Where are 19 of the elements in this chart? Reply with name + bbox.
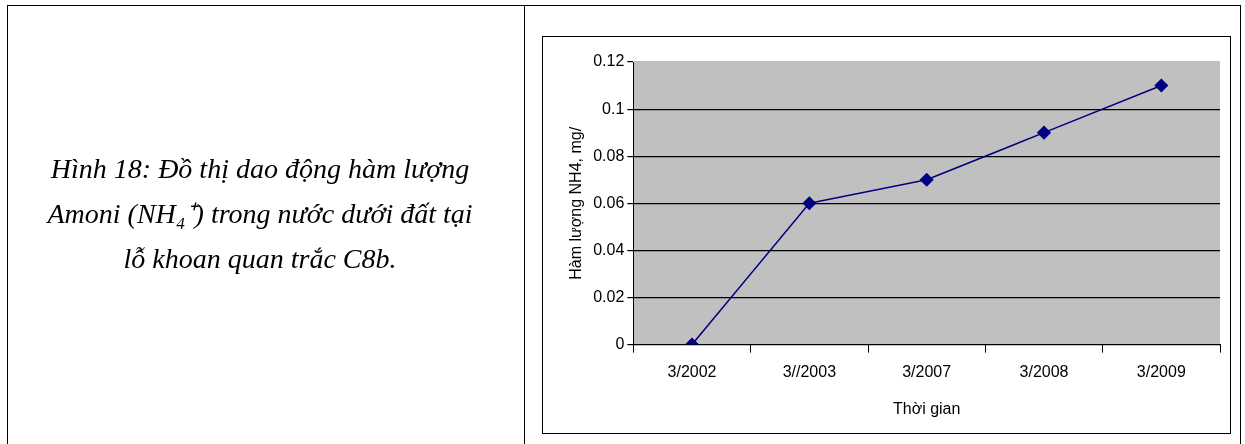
point <box>1037 125 1051 140</box>
x-tick-label: 3/2009 <box>1136 362 1186 380</box>
y-tick-label: 0.08 <box>593 146 625 164</box>
y-tick-label: 0.02 <box>593 287 625 305</box>
y-tick-label: 0 <box>615 335 625 353</box>
x-tick-label: 3/2007 <box>902 362 952 380</box>
point <box>802 196 817 211</box>
x-axis-title: Thời gian <box>892 399 961 417</box>
point <box>1154 78 1169 93</box>
y-axis-title: Hàm lượng NH4, mg/ <box>567 126 585 280</box>
y-tick-label: 0.04 <box>593 240 625 258</box>
text: Hình 18: Đồ thị dao động hàm lượng Amoni (NH₄⁺) trong nước dưới đất tại lỗ khoan quan trắc C8b. <box>45 152 474 276</box>
y-tick-label: 0.06 <box>593 193 625 211</box>
point <box>919 173 934 187</box>
y-tick-label: 0.12 <box>593 52 625 70</box>
y-tick-label: 0.1 <box>602 99 625 117</box>
x-tick-label: 3/2008 <box>1019 362 1069 380</box>
x-tick-label: 3/2002 <box>667 362 717 380</box>
x-tick-label: 3//2003 <box>782 362 837 380</box>
